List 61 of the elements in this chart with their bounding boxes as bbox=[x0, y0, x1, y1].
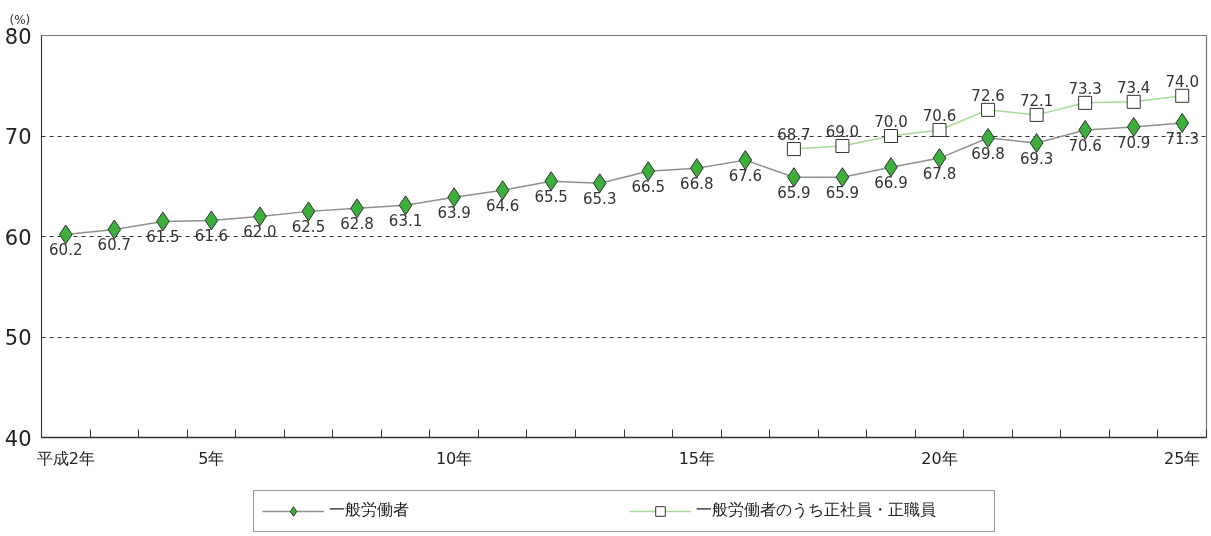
data-label: 65.9 bbox=[825, 184, 860, 203]
point bbox=[58, 224, 73, 245]
data-label: 63.9 bbox=[437, 204, 471, 223]
data-label: 62.0 bbox=[243, 223, 277, 242]
data-label: 60.2 bbox=[49, 241, 83, 260]
point bbox=[932, 148, 947, 169]
point bbox=[544, 171, 559, 192]
data-label: 67.8 bbox=[922, 165, 957, 184]
data-label: 65.3 bbox=[583, 190, 617, 209]
x-tick-label: 10年 bbox=[435, 448, 473, 468]
x-tick-label: 15年 bbox=[678, 448, 715, 468]
data-label: 69.0 bbox=[825, 123, 860, 142]
y-tick-label: 70 bbox=[4, 125, 32, 149]
data-label: 72.1 bbox=[1019, 91, 1054, 110]
data-label: 70.6 bbox=[922, 106, 957, 125]
point bbox=[495, 180, 510, 201]
point bbox=[1126, 116, 1141, 137]
point bbox=[1029, 133, 1044, 154]
data-label: 69.3 bbox=[1019, 150, 1054, 169]
data-label: 69.8 bbox=[971, 145, 1005, 164]
point bbox=[835, 167, 850, 188]
point bbox=[204, 210, 219, 231]
data-label: 66.5 bbox=[631, 178, 665, 197]
data-label: 66.9 bbox=[874, 174, 908, 193]
data-label: 65.9 bbox=[777, 184, 811, 203]
data-label: 64.6 bbox=[485, 197, 520, 216]
data-label: 63.1 bbox=[388, 212, 423, 231]
legend-label: 一般労働者のうち正社員・正職員 bbox=[695, 500, 937, 521]
legend-label: 一般労働者 bbox=[328, 500, 410, 521]
point bbox=[641, 161, 656, 182]
y-axis-title: (%) bbox=[9, 13, 31, 27]
data-label: 61.5 bbox=[146, 228, 180, 247]
y-tick-label: 60 bbox=[4, 225, 32, 250]
data-label: 62.8 bbox=[340, 215, 374, 234]
y-tick-label: 80 bbox=[4, 24, 32, 49]
data-label: 65.5 bbox=[534, 188, 568, 207]
point bbox=[107, 219, 122, 240]
point bbox=[301, 201, 316, 222]
x-tick-label: 平成2年 bbox=[36, 448, 95, 468]
data-label: 70.6 bbox=[1068, 136, 1102, 155]
data-label: 62.5 bbox=[291, 218, 326, 237]
data-label: 68.7 bbox=[777, 126, 811, 145]
data-label: 66.8 bbox=[680, 175, 714, 194]
data-label: 70.0 bbox=[874, 113, 908, 131]
point bbox=[592, 173, 607, 194]
x-tick-label: 5年 bbox=[198, 448, 225, 468]
data-label: 67.6 bbox=[728, 167, 763, 186]
data-label: 60.7 bbox=[97, 236, 132, 255]
point bbox=[689, 158, 704, 179]
data-label: 73.3 bbox=[1068, 79, 1102, 98]
point bbox=[738, 150, 753, 171]
data-label: 74.0 bbox=[1165, 72, 1199, 91]
y-tick-label: 40 bbox=[4, 426, 32, 451]
data-label: 72.6 bbox=[971, 86, 1005, 105]
data-label: 73.4 bbox=[1116, 78, 1151, 97]
x-tick-label: 20年 bbox=[921, 448, 958, 468]
point bbox=[398, 195, 413, 216]
x-tick-label: 25年 bbox=[1164, 448, 1201, 468]
y-tick-label: 50 bbox=[4, 326, 32, 350]
data-label: 61.6 bbox=[194, 227, 229, 246]
point bbox=[1175, 112, 1190, 133]
